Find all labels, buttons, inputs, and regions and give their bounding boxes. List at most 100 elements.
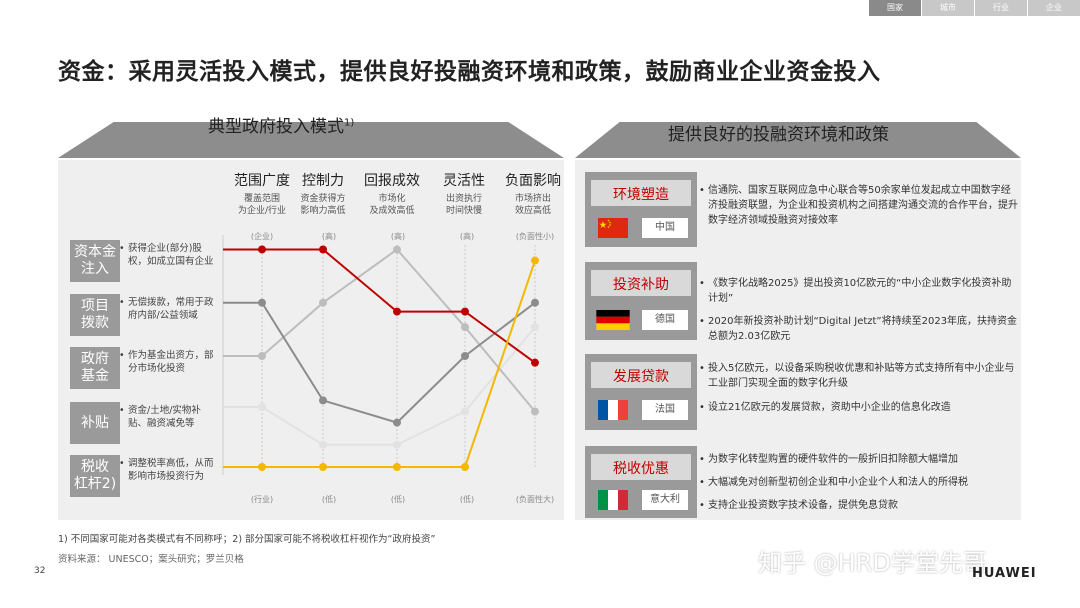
country-label: 中国 [642, 218, 688, 238]
axis-top-label: (企业) [250, 232, 274, 241]
series-point-2-1 [319, 298, 327, 307]
country-label: 德国 [642, 310, 688, 330]
watermark-text: 知乎 @HRD学堂先哥 [758, 549, 987, 577]
nav-tab-city[interactable]: 城市 [921, 0, 974, 16]
axis-top-label: (高) [321, 232, 337, 241]
series-point-1-3 [461, 352, 469, 360]
page-title: 资金：采用灵活投入模式，提供良好投融资环境和政策，鼓励商业企业资金投入 [58, 59, 881, 85]
policy-bullet: 为数字化转型购置的硬件软件的一般折旧扣除额大幅增加 [699, 452, 1018, 467]
policy-bullet: 设立21亿欧元的发展贷款，资助中小企业的信息化改造 [699, 400, 1018, 415]
policy-bullet: 《数字化战略2025》提出投资10亿欧元的“中小企业数字化投资补助计划” [699, 276, 1018, 306]
policy-bullet: 大幅减免对创新型初创企业和中小企业个人和法人的所得税 [699, 475, 1018, 490]
row-label-project-grant: 项目 拨款 [70, 294, 120, 336]
column-header-negative: 负面影响 市场挤出 效应高低 [497, 170, 569, 217]
row-label-subsidy: 补贴 [70, 402, 120, 444]
row-label-line: 基金 [81, 368, 109, 384]
block-title-bg [591, 180, 691, 206]
series-point-3-3 [461, 407, 469, 416]
policy-bullet: 支持企业投资数字技术设备，提供免息贷款 [699, 498, 1018, 513]
series-point-0-3 [461, 307, 469, 316]
nav-tab-industry[interactable]: 行业 [974, 0, 1027, 16]
policy-block-france: 发展贷款 法国 [585, 354, 697, 430]
policy-block-germany: 投资补助 德国 [585, 262, 697, 340]
column-header-control: 控制力 资金获得方 影响力高低 [287, 170, 359, 217]
series-point-4-2 [393, 463, 401, 471]
italy-flag-icon [598, 490, 628, 510]
series-point-1-4 [531, 298, 539, 307]
row-label-line: 政府 [81, 351, 109, 367]
axis-bottom-label: (负面性大) [515, 495, 555, 504]
china-flag-icon [598, 218, 628, 238]
row-desc-subsidy: 资金/土地/实物补贴、融资减免等 [119, 404, 216, 430]
country-label: 法国 [642, 400, 688, 420]
right-header: 提供良好的投融资环境和政策 [668, 125, 889, 145]
right-header-banner [575, 122, 1021, 158]
nav-tab-country[interactable]: 国家 [868, 0, 921, 16]
column-subtitle: 及成效高低 [369, 206, 415, 216]
column-header-scope: 范围广度 覆盖范围 为企业/行业 [226, 170, 298, 217]
column-subtitle: 效应高低 [514, 206, 551, 216]
row-label-capital-injection: 资本金 注入 [70, 240, 120, 282]
country-label: 意大利 [642, 490, 688, 510]
series-point-3-4 [531, 323, 539, 332]
series-point-3-2 [393, 440, 401, 449]
row-label-line: 项目 [81, 298, 109, 314]
series-line-4 [223, 260, 536, 468]
row-label-line: 补贴 [81, 414, 109, 431]
column-subtitle: 市场挤出 [514, 194, 551, 204]
axis-bottom-label: (行业) [250, 495, 274, 504]
row-desc-tax-lever: 调整税率高低，从而影响市场投资行为 [119, 457, 216, 483]
axis-bottom-label: (低) [390, 495, 406, 504]
axis-bottom-label: (低) [321, 495, 337, 504]
model-comparison-chart [222, 235, 539, 475]
block-title: 环境塑造 [613, 187, 669, 203]
row-desc-capital-injection: 获得企业(部分)股权，如成立国有企业 [119, 242, 216, 268]
row-label-gov-fund: 政府 基金 [70, 347, 120, 389]
huawei-logo: HUAWEI [972, 566, 1037, 581]
row-desc-gov-fund: 作为基金出资方，部分市场化投资 [119, 349, 216, 375]
series-point-3-0 [258, 403, 266, 412]
france-flag-icon [598, 400, 628, 420]
column-title: 范围广度 [234, 173, 290, 189]
source-note: 资料来源： UNESCO；案头研究；罗兰贝格 [58, 554, 244, 565]
left-header-banner [58, 122, 564, 158]
column-title: 回报成效 [364, 173, 420, 189]
series-point-0-0 [258, 245, 266, 254]
row-label-line: 资本金 [74, 244, 116, 260]
row-label-line: 杠杆2) [73, 476, 117, 492]
footnote: 1) 不同国家可能对各类模式有不同称呼；2) 部分国家可能不将税收杠杆视作为“政… [58, 534, 436, 545]
series-point-3-1 [319, 440, 327, 449]
column-subtitle: 时间快慢 [445, 206, 482, 216]
series-point-0-2 [393, 307, 401, 316]
column-subtitle: 影响力高低 [300, 206, 346, 216]
nav-tab-enterprise[interactable]: 企业 [1027, 0, 1080, 16]
left-header-footnote-mark: 1) [344, 117, 355, 129]
row-label-line: 注入 [81, 261, 109, 277]
top-nav: 国家 城市 行业 企业 [868, 0, 1080, 16]
policy-bullet: 2020年新投资补助计划“Digital Jetzt”将持续至2023年底，扶持… [699, 314, 1018, 344]
column-subtitle: 覆盖范围 [243, 194, 280, 204]
row-label-line: 拨款 [81, 315, 109, 331]
column-title: 负面影响 [505, 173, 561, 189]
left-header: 典型政府投入模式1) [208, 112, 354, 137]
column-subtitle: 市场化 [378, 194, 406, 204]
left-header-title: 典型政府投入模式 [208, 117, 344, 137]
series-point-1-0 [258, 298, 266, 307]
row-desc-project-grant: 无偿拨款，常用于政府内部/公益领域 [119, 296, 216, 322]
axis-top-label: (负面性小) [515, 232, 555, 241]
policy-block-china: 环境塑造 中国 [585, 172, 697, 247]
block-title-bg [591, 270, 691, 296]
block-title-bg [591, 454, 691, 480]
column-subtitle: 资金获得方 [300, 194, 346, 204]
block-title: 发展贷款 [613, 369, 669, 385]
series-line-3 [223, 326, 536, 446]
series-point-1-2 [393, 418, 401, 427]
page-number: 32 [34, 566, 46, 576]
policy-block-italy: 税收优惠 意大利 [585, 446, 697, 518]
policy-bullet: 信通院、国家互联网应急中心联合等50余家单位发起成立中国数字经济投融资联盟，为企… [699, 183, 1018, 228]
series-point-2-2 [393, 245, 401, 254]
column-subtitle: 为企业/行业 [237, 206, 287, 216]
series-point-2-4 [531, 407, 539, 416]
series-point-4-0 [258, 463, 266, 471]
series-point-4-3 [461, 463, 469, 471]
